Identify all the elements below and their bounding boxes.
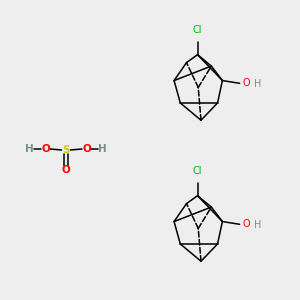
Text: H: H [25, 144, 34, 154]
Text: O: O [82, 144, 91, 154]
Text: O: O [242, 219, 250, 229]
Text: H: H [98, 144, 107, 154]
Text: H: H [254, 220, 262, 230]
Text: O: O [41, 144, 50, 154]
Text: H: H [254, 79, 262, 89]
Text: Cl: Cl [193, 25, 202, 35]
Text: O: O [61, 165, 70, 176]
Text: O: O [242, 78, 250, 88]
Text: Cl: Cl [193, 166, 202, 176]
Text: S: S [62, 145, 70, 155]
